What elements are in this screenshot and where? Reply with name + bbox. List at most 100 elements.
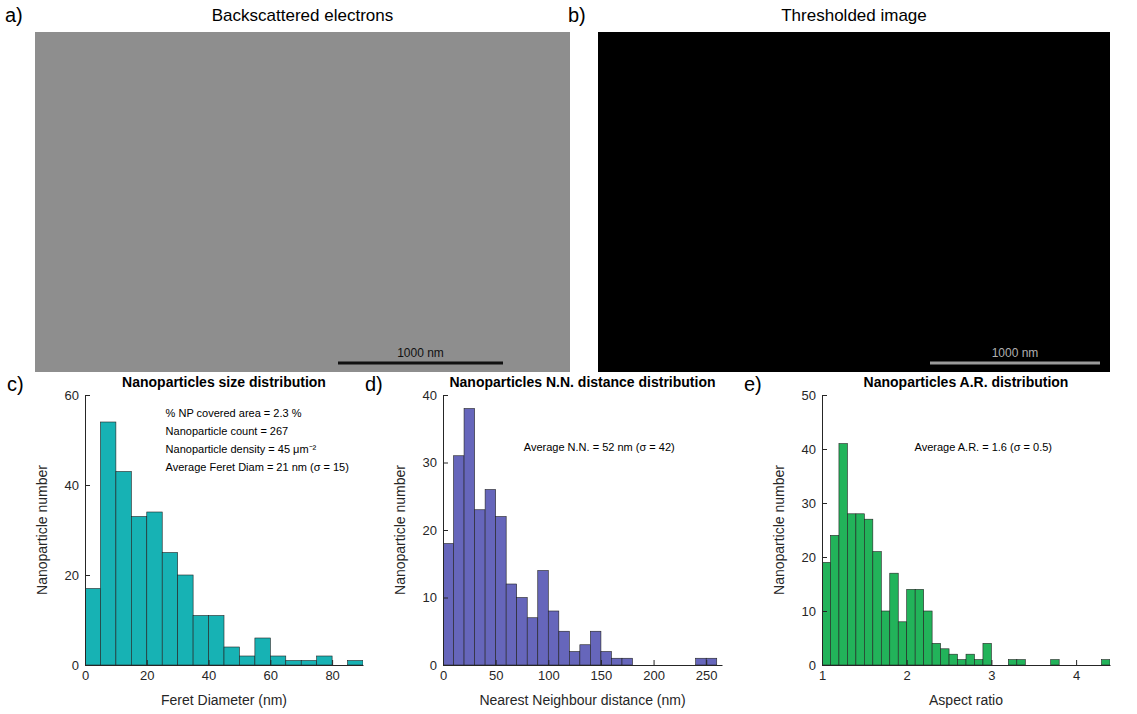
bar <box>991 665 999 666</box>
bar <box>485 490 496 666</box>
axis-line <box>444 665 723 666</box>
bar <box>527 618 538 665</box>
y-axis: 010203040 <box>423 388 448 673</box>
image-area <box>598 32 1110 372</box>
panel-label: c) <box>7 373 24 395</box>
bar <box>538 571 549 666</box>
tick-label: 0 <box>72 658 79 673</box>
y-axis-title: Nanoparticle number <box>392 465 408 595</box>
scale-bar-label: 1000 nm <box>992 346 1039 360</box>
bar <box>1008 660 1016 665</box>
tick-label: 40 <box>65 478 79 493</box>
tick: 250 <box>696 660 718 683</box>
bar <box>664 665 675 666</box>
scale-bar-label: 1000 nm <box>397 346 444 360</box>
bar <box>983 643 991 665</box>
tick: 10 <box>423 590 448 605</box>
tick: 0 <box>72 658 90 673</box>
tick: 0 <box>809 658 827 673</box>
tick-label: 60 <box>264 668 278 683</box>
chart-title: Nanoparticles A.R. distribution <box>864 374 1069 390</box>
bar <box>1068 665 1076 666</box>
tick-mark <box>85 485 90 486</box>
bar <box>270 656 285 665</box>
bar <box>100 422 115 665</box>
tick-label: 20 <box>423 523 437 538</box>
bars <box>822 444 1110 665</box>
tick-label: 40 <box>202 668 216 683</box>
x-axis: 020406080 <box>82 660 364 683</box>
tick-mark <box>822 665 827 666</box>
tick: 20 <box>65 568 90 583</box>
bar <box>147 512 162 665</box>
panel-label: a) <box>5 4 23 26</box>
tick-mark <box>991 660 992 665</box>
bar <box>332 665 347 666</box>
tick-mark <box>332 660 333 665</box>
bar <box>506 584 517 665</box>
scale-bar <box>338 362 503 365</box>
y-axis: 01020304050 <box>802 388 827 673</box>
x-axis: 050100150200250 <box>440 660 723 683</box>
tick-mark <box>601 660 602 665</box>
bar <box>580 645 591 665</box>
tick: 20 <box>423 523 448 538</box>
x-axis-title: Feret Diameter (nm) <box>161 692 287 708</box>
bar <box>301 661 316 666</box>
bar <box>696 658 707 665</box>
annotation: Average N.N. = 52 nm (σ = 42) <box>524 441 675 453</box>
bar <box>643 665 654 666</box>
bar <box>622 658 633 665</box>
tick-label: 60 <box>65 388 79 403</box>
bar <box>162 553 177 666</box>
scale-bar <box>930 362 1100 365</box>
tick-label: 40 <box>802 442 816 457</box>
tick-label: 80 <box>325 668 339 683</box>
tick-label: 50 <box>802 388 816 403</box>
bar <box>675 665 686 666</box>
tick: 200 <box>643 660 665 683</box>
bar <box>685 665 696 666</box>
y-axis-title: Nanoparticle number <box>34 465 50 595</box>
bar <box>496 517 507 666</box>
bar <box>1085 665 1093 666</box>
bar <box>1076 665 1084 666</box>
x-axis-title: Aspect ratio <box>929 692 1003 708</box>
tick-mark <box>270 660 271 665</box>
bar <box>915 589 923 665</box>
tick: 10 <box>802 604 827 619</box>
axis-line <box>823 665 1111 666</box>
histogram-panel: 050100150200250010203040Nanoparticles N.… <box>365 373 723 708</box>
tick-label: 50 <box>489 668 503 683</box>
axis-line <box>85 396 86 666</box>
bar <box>958 660 966 665</box>
axis-line <box>822 396 823 666</box>
annotation: Average A.R. = 1.6 (σ = 0.5) <box>915 441 1052 453</box>
tick-mark <box>209 660 210 665</box>
tick-mark <box>654 660 655 665</box>
tick: 20 <box>140 660 154 683</box>
chart-title: Nanoparticles N.N. distance distribution <box>449 374 715 390</box>
bar <box>856 514 864 665</box>
image-panel: a)Backscattered electrons1000 nm <box>5 4 570 372</box>
tick-mark <box>85 575 90 576</box>
bar <box>193 616 208 666</box>
bar <box>224 647 239 665</box>
tick-mark <box>822 503 827 504</box>
tick-label: 0 <box>440 668 447 683</box>
bar <box>475 510 486 665</box>
tick-label: 10 <box>423 590 437 605</box>
bar <box>590 631 601 665</box>
panel-label: d) <box>365 373 383 395</box>
tick-mark <box>85 665 90 666</box>
tick-mark <box>822 395 827 396</box>
tick-mark <box>443 598 448 599</box>
tick-mark <box>443 463 448 464</box>
tick-label: 4 <box>1073 668 1080 683</box>
image-panel: b)Thresholded image1000 nm <box>568 4 1110 372</box>
tick: 150 <box>591 660 613 683</box>
bar <box>178 575 193 665</box>
tick: 30 <box>802 496 827 511</box>
bar <box>881 611 889 665</box>
bar <box>548 611 559 665</box>
